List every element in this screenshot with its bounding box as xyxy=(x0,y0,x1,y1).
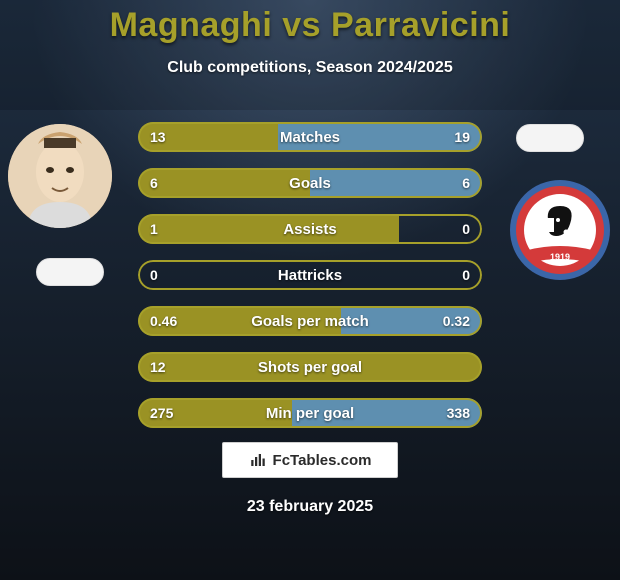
stat-value-left: 0 xyxy=(150,260,158,290)
player-right-flag xyxy=(516,124,584,152)
stat-row-border xyxy=(138,260,482,290)
stat-row: 0 0Hattricks xyxy=(138,260,482,290)
player-left-flag xyxy=(36,258,104,286)
watermark-text: FcTables.com xyxy=(273,452,372,469)
chart-icon xyxy=(249,451,267,469)
watermark: FcTables.com xyxy=(222,442,398,478)
stat-value-right: 0 xyxy=(462,214,470,244)
stat-row: 1319Matches xyxy=(138,122,482,152)
stat-fill-left xyxy=(138,352,482,382)
stat-row: 0.460.32Goals per match xyxy=(138,306,482,336)
badge-year: 1919 xyxy=(550,252,570,262)
stat-fill-left xyxy=(138,214,399,244)
stat-fill-right xyxy=(341,306,482,336)
stat-fill-right xyxy=(292,398,482,428)
page-title: Magnaghi vs Parravicini xyxy=(0,0,620,45)
stat-fill-left xyxy=(138,168,310,198)
stat-fill-right xyxy=(278,122,482,152)
stat-fill-left xyxy=(138,398,292,428)
stat-row: 66Goals xyxy=(138,168,482,198)
stat-row: 275338Min per goal xyxy=(138,398,482,428)
date-text: 23 february 2025 xyxy=(0,498,620,516)
stat-row: 10Assists xyxy=(138,214,482,244)
stats-container: 1319Matches66Goals10Assists00Hattricks0.… xyxy=(138,122,482,444)
subtitle: Club competitions, Season 2024/2025 xyxy=(0,59,620,77)
stat-row: 12Shots per goal xyxy=(138,352,482,382)
stat-fill-left xyxy=(138,122,278,152)
player-left-avatar xyxy=(8,124,112,228)
stat-fill-right xyxy=(310,168,482,198)
stat-label: Hattricks xyxy=(138,260,482,290)
player-right-badge: 1919 xyxy=(508,178,612,282)
stat-value-right: 0 xyxy=(462,260,470,290)
stat-fill-left xyxy=(138,306,341,336)
